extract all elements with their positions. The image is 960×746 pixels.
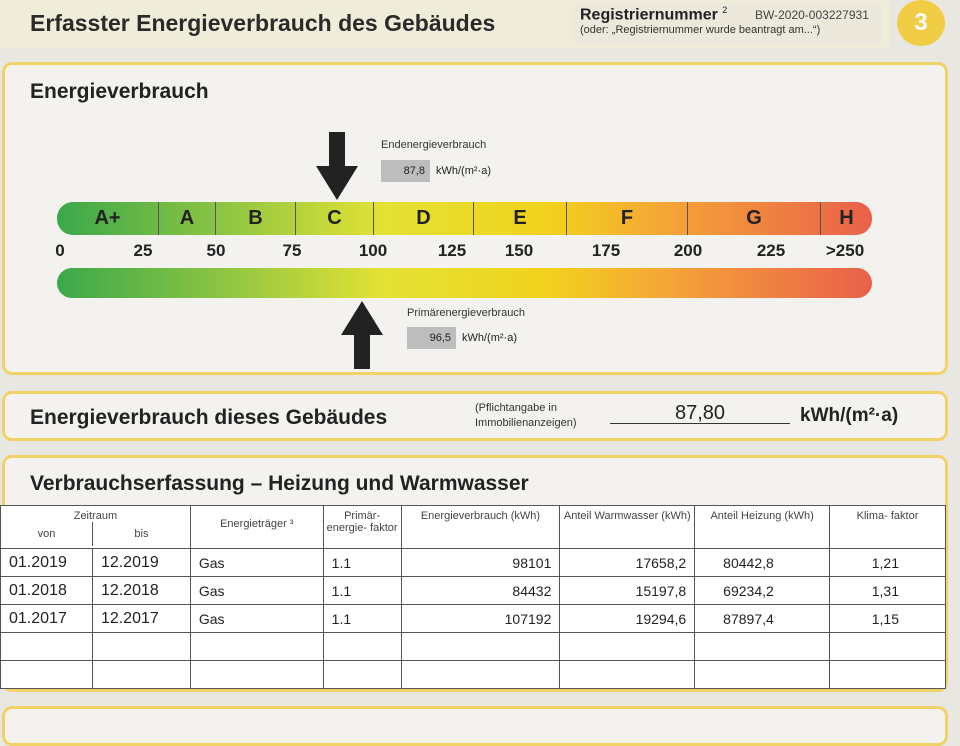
cell-pef: 1.1	[322, 604, 402, 633]
building-consumption-title: Energieverbrauch dieses Gebäudes	[30, 406, 388, 429]
energy-scale-bar: A+ A B C D E F G H	[57, 202, 872, 235]
tick-label: >250	[825, 241, 865, 260]
cell-carrier: Gas	[189, 548, 324, 577]
class-e: E	[473, 202, 566, 235]
cell-climate: 1,21	[829, 548, 946, 577]
page-number-badge: 3	[897, 0, 945, 46]
cell-consumption: 107192	[400, 604, 561, 633]
registration-note: (oder: „Registriernummer wurde beantragt…	[580, 24, 821, 36]
cell-heating: 69234,2	[694, 576, 831, 605]
consumption-table: Zeitraum von bis Energieträger ³ Primär- e…	[0, 505, 946, 689]
cell-from: 01.2018	[0, 576, 93, 605]
header-period: Zeitraum	[73, 510, 118, 522]
cell-heating: 87897,4	[694, 604, 831, 633]
header-climate-factor: Klima- faktor	[829, 505, 946, 549]
cell-climate: 1,31	[829, 576, 946, 605]
cell-hot-water: 19294,6	[559, 604, 696, 633]
tick-label: 175	[591, 241, 621, 260]
cell-hot-water: 15197,8	[559, 576, 696, 605]
registration-label-text: Registriernummer	[580, 6, 718, 24]
cell-from: 01.2019	[0, 548, 93, 577]
cell-heating: 80442,8	[694, 548, 831, 577]
page-title: Erfasster Energieverbrauch des Gebäudes	[30, 10, 496, 36]
header-to: bis	[134, 528, 149, 540]
mandatory-note-2: Immobilienanzeigen)	[475, 417, 577, 429]
table-row: 01.2017 12.2017 Gas 1.1 107192 19294,6 87897,4…	[0, 604, 946, 633]
primary-scale-bar	[57, 268, 872, 298]
end-energy-label: Endenergieverbrauch	[381, 139, 487, 151]
table-header-row: Zeitraum von bis Energieträger ³ Primär- e…	[0, 505, 946, 549]
tick-label: 125	[437, 241, 467, 260]
primary-energy-value: 96,5	[407, 327, 456, 349]
table-row: 01.2018 12.2018 Gas 1.1 84432 15197,8 69234,2 1…	[0, 576, 946, 605]
class-g: G	[687, 202, 820, 235]
mandatory-note-1: (Pflichtangabe in	[475, 402, 557, 414]
cell-consumption: 84432	[400, 576, 561, 605]
table-row-empty	[0, 660, 946, 689]
cell-carrier: Gas	[189, 576, 324, 605]
header-primary-factor: Primär- energie- faktor	[322, 505, 402, 549]
footnote-mark: 2	[722, 5, 728, 15]
building-consumption-value: 87,80	[610, 402, 790, 424]
building-consumption-section	[2, 391, 948, 441]
next-section	[2, 706, 948, 746]
consumption-title: Verbrauchserfassung – Heizung und Warmwa…	[30, 472, 529, 495]
class-h: H	[820, 202, 872, 235]
arrow-down-icon	[316, 132, 358, 200]
cell-from: 01.2017	[0, 604, 93, 633]
class-f: F	[566, 202, 687, 235]
end-energy-unit: kWh/(m²·a)	[436, 165, 491, 177]
tick-label: 150	[504, 241, 534, 260]
building-consumption-unit: kWh/(m²·a)	[800, 405, 899, 426]
class-b: B	[215, 202, 295, 235]
tick-label: 0	[55, 241, 65, 260]
header-hot-water: Anteil Warmwasser (kWh)	[559, 505, 696, 549]
class-d: D	[373, 202, 473, 235]
header-from: von	[1, 522, 93, 546]
class-c: C	[295, 202, 373, 235]
tick-label: 25	[133, 241, 153, 260]
header-consumption: Energieverbrauch (kWh)	[400, 505, 561, 549]
end-energy-value: 87,8	[381, 160, 430, 182]
tick-label: 50	[206, 241, 226, 260]
cell-to: 12.2019	[91, 548, 191, 577]
registration-box	[572, 2, 882, 44]
cell-to: 12.2018	[91, 576, 191, 605]
cell-pef: 1.1	[322, 576, 402, 605]
cell-to: 12.2017	[91, 604, 191, 633]
class-a: A	[158, 202, 215, 235]
table-row-empty	[0, 632, 946, 661]
energy-title: Energieverbrauch	[30, 80, 209, 103]
tick-label: 100	[358, 241, 388, 260]
primary-energy-label: Primärenergieverbrauch	[407, 307, 525, 319]
tick-label: 75	[282, 241, 302, 260]
cell-carrier: Gas	[189, 604, 324, 633]
arrow-up-icon	[341, 301, 383, 369]
cell-pef: 1.1	[322, 548, 402, 577]
tick-label: 225	[756, 241, 786, 260]
table-row: 01.2019 12.2019 Gas 1.1 98101 17658,2 80442,8 1…	[0, 548, 946, 577]
header-heating: Anteil Heizung (kWh)	[694, 505, 831, 549]
registration-number: BW-2020-003227931	[755, 8, 869, 22]
cell-climate: 1,15	[829, 604, 946, 633]
class-a-plus: A+	[94, 207, 121, 229]
registration-label: Registriernummer 2	[580, 5, 727, 24]
primary-energy-unit: kWh/(m²·a)	[462, 332, 517, 344]
cell-consumption: 98101	[400, 548, 561, 577]
tick-label: 200	[673, 241, 703, 260]
cell-hot-water: 17658,2	[559, 548, 696, 577]
header-carrier: Energieträger ³	[189, 505, 324, 549]
